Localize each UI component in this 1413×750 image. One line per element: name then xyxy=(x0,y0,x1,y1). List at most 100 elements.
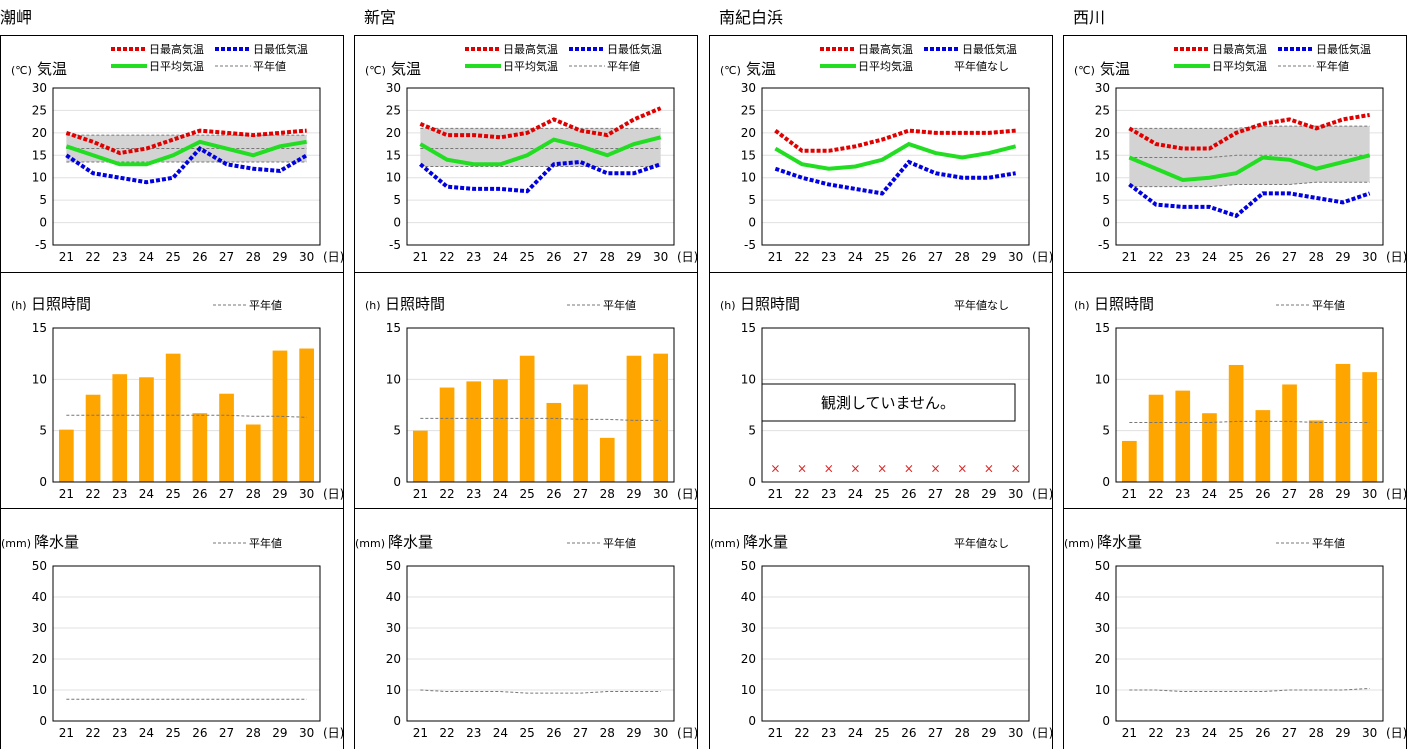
x-tick-label: 29 xyxy=(272,726,287,740)
min-temp-line xyxy=(65,146,308,185)
y-tick-label: 0 xyxy=(393,475,401,489)
x-unit-label: (日) xyxy=(1032,726,1053,740)
y-tick-label: 10 xyxy=(1095,683,1110,697)
x-tick-label: 23 xyxy=(112,250,127,264)
sunshine-bar xyxy=(599,437,615,482)
y-tick-label: 10 xyxy=(741,171,756,185)
panel-divider xyxy=(710,272,1052,273)
missing-mark: × xyxy=(770,462,780,476)
y-tick-label: 5 xyxy=(39,193,47,207)
sunshine-bar xyxy=(1308,420,1324,482)
y-tick-label: 10 xyxy=(32,171,47,185)
x-tick-label: 30 xyxy=(1008,487,1023,501)
temp-title: 気温 xyxy=(37,60,67,78)
plot-frame xyxy=(761,565,1030,722)
x-tick-label: 23 xyxy=(821,726,836,740)
missing-mark: × xyxy=(1011,462,1021,476)
normal-range-band xyxy=(1129,126,1370,187)
plot-frame xyxy=(52,87,321,246)
x-tick-label: 25 xyxy=(520,250,535,264)
x-tick-label: 28 xyxy=(246,726,261,740)
sun-title: 日照時間 xyxy=(1094,295,1154,313)
x-tick-label: 26 xyxy=(901,726,916,740)
panel-divider xyxy=(1064,272,1406,273)
x-tick-label: 22 xyxy=(794,726,809,740)
sunshine-bar xyxy=(245,424,261,482)
x-tick-label: 29 xyxy=(626,726,641,740)
y-tick-label: 40 xyxy=(32,590,47,604)
x-tick-label: 25 xyxy=(1229,487,1244,501)
legend-mean-label: 日平均気温 xyxy=(1212,59,1267,73)
x-tick-label: 26 xyxy=(546,487,561,501)
x-tick-label: 28 xyxy=(955,487,970,501)
temp-unit-label: (℃) xyxy=(11,64,32,77)
plot-frame xyxy=(406,565,675,722)
sunshine-bar xyxy=(139,377,154,482)
sunshine-bar xyxy=(272,350,288,482)
min-temp-line xyxy=(1128,182,1371,219)
x-tick-label: 30 xyxy=(653,726,668,740)
legend-mean-label: 日平均気温 xyxy=(858,59,913,73)
x-tick-label: 27 xyxy=(1282,726,1297,740)
x-tick-label: 29 xyxy=(1335,726,1350,740)
x-tick-label: 21 xyxy=(1122,250,1137,264)
sunshine-bar xyxy=(1362,372,1377,482)
sun-title: 日照時間 xyxy=(385,295,445,313)
x-tick-label: 21 xyxy=(768,726,783,740)
station-name: 新宮 xyxy=(364,8,397,27)
x-tick-label: 25 xyxy=(1229,250,1244,264)
y-tick-label: -5 xyxy=(389,238,401,252)
plot-frame xyxy=(1115,565,1384,722)
sun-unit-label: (h) xyxy=(1074,299,1090,312)
x-tick-label: 30 xyxy=(1362,250,1377,264)
missing-mark: × xyxy=(957,462,967,476)
panel-divider xyxy=(1,508,343,509)
sunshine-bar xyxy=(626,355,642,482)
x-tick-label: 23 xyxy=(1175,487,1190,501)
sun-title: 日照時間 xyxy=(740,295,800,313)
x-tick-label: 22 xyxy=(439,726,454,740)
x-tick-label: 25 xyxy=(166,726,181,740)
not-observed-message: 観測していません。 xyxy=(821,394,955,412)
y-tick-label: 0 xyxy=(39,216,47,230)
y-tick-label: 20 xyxy=(32,652,47,666)
y-tick-label: 50 xyxy=(741,559,756,573)
y-tick-label: 20 xyxy=(386,126,401,140)
mean-temp-line xyxy=(65,139,307,167)
legend-normal-label: 平年値 xyxy=(607,59,640,73)
x-tick-label: 27 xyxy=(573,250,588,264)
y-tick-label: 25 xyxy=(386,103,401,117)
x-unit-label: (日) xyxy=(1386,726,1407,740)
x-unit-label: (日) xyxy=(677,250,698,264)
x-tick-label: 24 xyxy=(1202,250,1217,264)
x-tick-label: 26 xyxy=(1255,250,1270,264)
x-tick-label: 27 xyxy=(219,726,234,740)
x-tick-label: 30 xyxy=(653,250,668,264)
y-tick-label: 30 xyxy=(1095,81,1110,95)
x-tick-label: 21 xyxy=(413,726,428,740)
x-tick-label: 25 xyxy=(875,250,890,264)
y-tick-label: 0 xyxy=(1102,216,1110,230)
precipitation-chart: 0 10 20 30 40 50 21 22 23 24 25 26 27 28 29 30 (日) (mm) 降水… xyxy=(710,533,1053,740)
sunshine-bar xyxy=(1255,410,1271,482)
prec-title: 降水量 xyxy=(1097,533,1142,551)
missing-mark: × xyxy=(904,462,914,476)
normal-max-line xyxy=(1129,125,1370,129)
plot-frame xyxy=(1115,327,1384,483)
max-temp-line xyxy=(1128,112,1370,151)
x-tick-label: 21 xyxy=(59,726,74,740)
legend-min-label: 日最低気温 xyxy=(962,42,1017,56)
temp-title: 気温 xyxy=(391,60,421,78)
legend-max-label: 日最高気温 xyxy=(858,42,913,56)
x-unit-label: (日) xyxy=(323,726,344,740)
y-tick-label: 25 xyxy=(1095,103,1110,117)
sunshine-bar xyxy=(1228,364,1244,482)
x-tick-label: 30 xyxy=(653,487,668,501)
mean-temp-line xyxy=(419,135,662,167)
precipitation-chart: 0 10 20 30 40 50 21 22 23 24 25 26 27 28 29 30 (日) (mm) 降水… xyxy=(1,533,344,740)
legend-no-normal-label: 平年値なし xyxy=(954,536,1009,550)
x-tick-label: 28 xyxy=(955,726,970,740)
y-tick-label: 10 xyxy=(386,372,401,386)
x-tick-label: 28 xyxy=(600,250,615,264)
temp-unit-label: (℃) xyxy=(365,64,386,77)
